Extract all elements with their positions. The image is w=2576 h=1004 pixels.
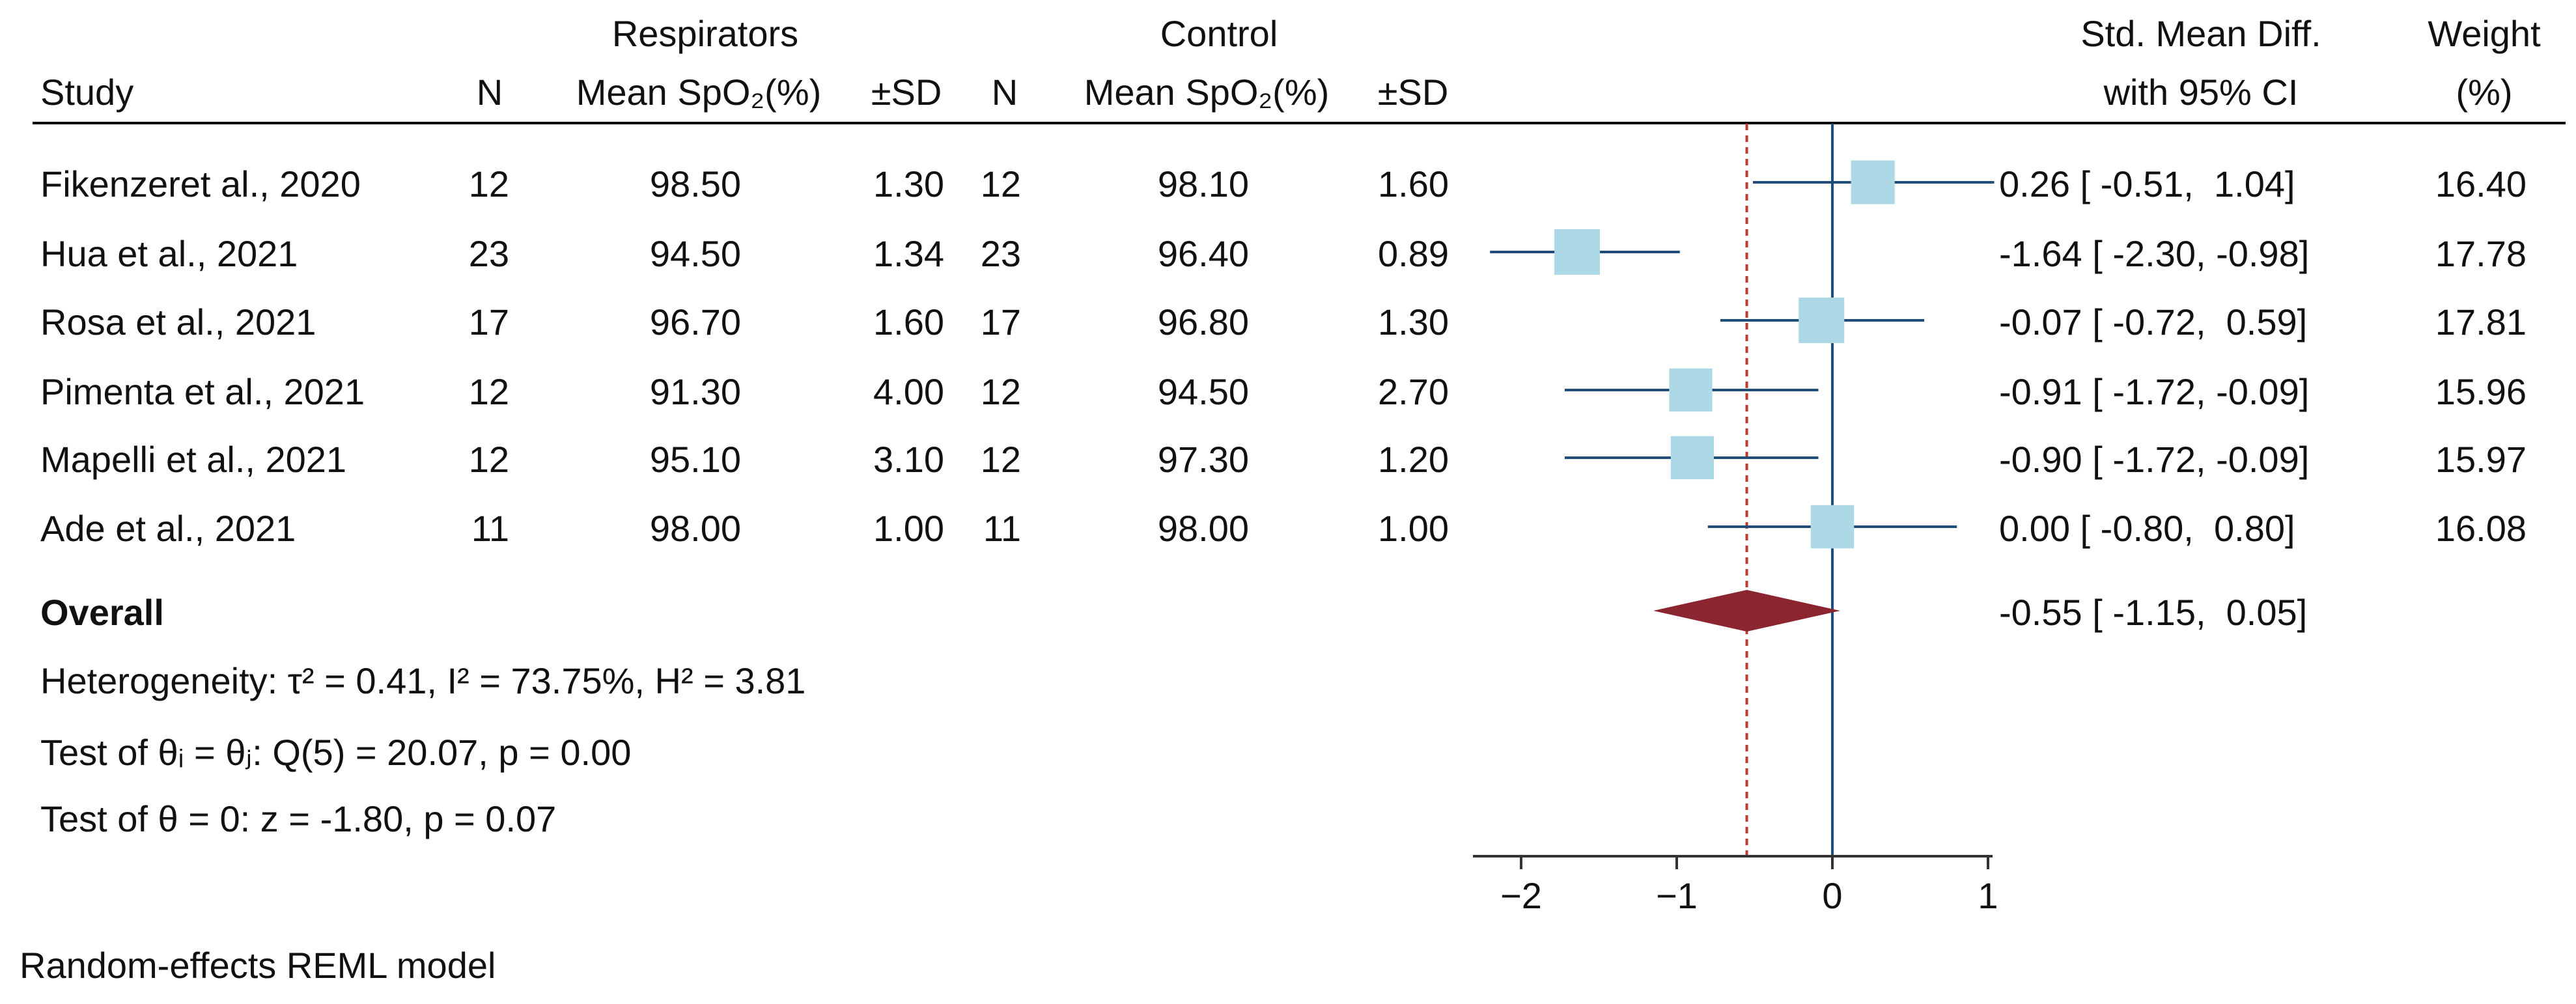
sd2-value: 2.70 [1378,371,1449,412]
header-respirators: Respirators [611,13,799,54]
header-sd2: ±SD [1377,72,1449,113]
sd2-value: 1.00 [1378,508,1449,549]
n2-value: 12 [980,439,1021,480]
weight-value: 16.40 [2435,163,2527,204]
overall-label: Overall [40,592,164,633]
weight-value: 17.81 [2435,301,2527,342]
mean2-value: 97.30 [1157,439,1249,480]
x-axis-tick-label: 1 [1978,875,1998,916]
study-name: Fikenzeret al., 2020 [40,163,361,204]
n1-value: 23 [468,233,509,274]
sd1-value: 4.00 [873,371,944,412]
sd1-value: 1.60 [873,301,944,342]
effect-box [1670,436,1715,480]
n1-value: 12 [468,439,509,480]
effect-box [1851,160,1895,204]
ci-text: -0.91 [ -1.72, -0.09] [1999,371,2310,412]
x-axis-tick-label: 0 [1822,875,1842,916]
weight-value: 15.97 [2435,439,2527,480]
sd1-value: 1.30 [873,163,944,204]
weight-value: 16.08 [2435,508,2527,549]
header-weight-line1: Weight [2428,13,2541,54]
header-study: Study [40,72,134,113]
sd1-value: 1.00 [873,508,944,549]
sd2-value: 0.89 [1378,233,1449,274]
effect-box [1810,505,1855,549]
mean1-value: 95.10 [649,439,741,480]
mean1-value: 96.70 [649,301,741,342]
header-effect-line2: with 95% CI [2103,72,2299,113]
sd1-value: 3.10 [873,439,944,480]
overall-ci-text: -0.55 [ -1.15, 0.05] [1999,592,2308,633]
mean1-value: 91.30 [649,371,741,412]
ci-text: -1.64 [ -2.30, -0.98] [1999,233,2310,274]
mean1-value: 98.50 [649,163,741,204]
header-effect-line1: Std. Mean Diff. [2080,13,2321,54]
n2-value: 11 [983,508,1021,549]
mean2-value: 96.80 [1157,301,1249,342]
n2-value: 12 [980,371,1021,412]
ci-text: -0.90 [ -1.72, -0.09] [1999,439,2310,480]
sd2-value: 1.20 [1378,439,1449,480]
mean2-value: 98.10 [1157,163,1249,204]
header-n2: N [991,72,1018,113]
effect-box [1799,298,1845,343]
study-name: Mapelli et al., 2021 [40,439,347,480]
ci-text: 0.26 [ -0.51, 1.04] [1999,163,2295,204]
heterogeneity-text: Heterogeneity: τ² = 0.41, I² = 73.75%, H… [40,660,806,701]
ci-text: -0.07 [ -0.72, 0.59] [1999,301,2308,342]
footnote: Random-effects REML model [20,945,496,986]
x-axis-tick-label: −1 [1656,875,1698,916]
n1-value: 12 [468,371,509,412]
x-axis-tick-label: −2 [1500,875,1542,916]
effect-box [1554,229,1601,275]
n1-value: 11 [471,508,509,549]
mean2-value: 96.40 [1157,233,1249,274]
n2-value: 17 [980,301,1021,342]
study-name: Hua et al., 2021 [40,233,298,274]
sd2-value: 1.60 [1378,163,1449,204]
mean1-value: 98.00 [649,508,741,549]
study-name: Rosa et al., 2021 [40,301,316,342]
n1-value: 17 [468,301,509,342]
study-name: Pimenta et al., 2021 [40,371,365,412]
effect-box [1669,368,1713,412]
test-equal-text: Test of θᵢ = θⱼ: Q(5) = 20.07, p = 0.00 [40,732,632,773]
header-sd1: ±SD [871,72,942,113]
ci-text: 0.00 [ -0.80, 0.80] [1999,508,2295,549]
mean2-value: 98.00 [1157,508,1249,549]
header-mean2: Mean SpO₂(%) [1084,72,1330,113]
study-name: Ade et al., 2021 [40,508,296,549]
n2-value: 12 [980,163,1021,204]
header-n1: N [476,72,503,113]
header-weight-line2: (%) [2456,72,2513,113]
weight-value: 17.78 [2435,233,2527,274]
n2-value: 23 [980,233,1021,274]
header-mean1: Mean SpO₂(%) [576,72,822,113]
weight-value: 15.96 [2435,371,2527,412]
header-rule [33,122,2566,124]
mean2-value: 94.50 [1157,371,1249,412]
overall-diamond [1653,590,1840,632]
header-control: Control [1160,13,1278,54]
mean1-value: 94.50 [649,233,741,274]
sd1-value: 1.34 [873,233,944,274]
n1-value: 12 [468,163,509,204]
test-zero-text: Test of θ = 0: z = -1.80, p = 0.07 [40,798,557,839]
sd2-value: 1.30 [1378,301,1449,342]
